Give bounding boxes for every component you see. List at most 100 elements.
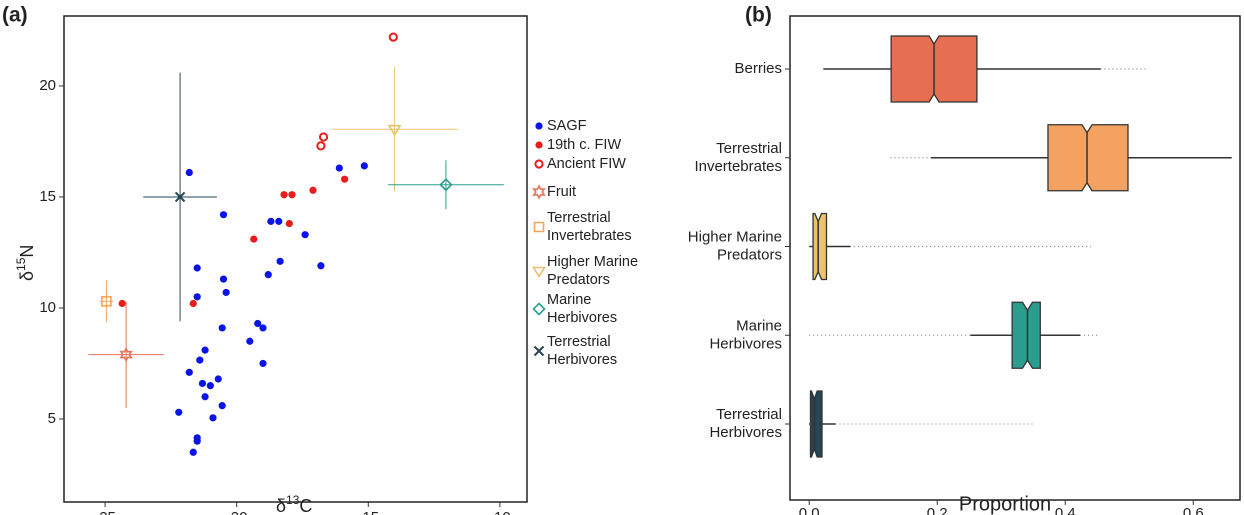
legend-marker [534,159,544,169]
point [259,359,267,368]
legend-label: Marine Herbivores [547,292,617,326]
legend-label-line: 19th c. FIW [547,137,621,153]
point [185,368,193,376]
point [218,324,226,332]
category-label-line: Higher Marine [688,228,782,245]
legend-label: Higher Marine Predators [547,254,638,288]
legend-label-line: Marine [547,292,591,308]
point [335,164,343,172]
legend-marker [533,345,545,357]
point [219,275,228,283]
legend-marker [532,266,546,279]
category-label: Terrestrial Herbivores [709,406,782,441]
legend-marker [535,122,543,130]
point [201,393,209,401]
x-axis-label-part: 13 [286,493,300,507]
point [174,191,186,203]
legend-label-line: Ancient FIW [547,156,626,172]
point [185,168,193,177]
box [1011,301,1041,369]
legend-label: SAGF [547,118,587,134]
point [267,217,275,225]
legend-label-line: Predators [547,272,610,288]
point [206,382,214,390]
point [193,293,201,301]
point [209,414,217,422]
category-label-line: Marine [736,317,782,334]
x-axis-label: δ13C [276,493,312,515]
point [118,299,126,308]
point [193,437,201,445]
y-tick-label: 5 [48,410,56,427]
point [288,191,296,199]
point [275,217,283,225]
point [276,257,284,265]
point [360,162,368,170]
legend-label: Terrestrial Herbivores [547,334,617,368]
category-label-line: Terrestrial [716,140,782,157]
y-tick-label: 10 [39,299,56,316]
point [101,295,112,307]
point [388,32,398,42]
point [198,379,207,388]
y-axis-label: δ15N [14,245,37,281]
legend-marker [532,302,546,316]
point [340,175,349,183]
point [119,346,133,363]
point [387,124,402,137]
category-label-line: Predators [717,246,782,263]
box [812,212,828,281]
point [175,408,183,416]
legend-marker [532,184,546,200]
panel-label: (b) [745,4,772,27]
legend-label: 19th c. FIW [547,137,621,153]
x-tick-label: -15 [357,509,379,515]
point [214,375,222,383]
category-label: Terrestrial Invertebrates [694,140,782,175]
point [246,337,254,345]
point [189,299,197,308]
legend-label-line: Herbivores [547,310,617,326]
category-label: Higher Marine Predators [688,228,782,263]
legend-marker [533,221,545,233]
y-tick-label: 20 [39,77,56,94]
x-tick-label: -20 [226,509,248,515]
point [218,402,226,410]
x-tick-label: 0.6 [1183,505,1204,515]
y-axis-label-part: N [17,245,37,258]
legend-label-line: Invertebrates [547,228,632,244]
point [264,271,272,279]
point [254,319,262,328]
legend-label: Fruit [547,184,576,200]
legend-label-line: SAGF [547,118,587,134]
legend-label-line: Terrestrial [547,210,611,226]
x-tick-label: -10 [489,509,511,515]
x-tick-label: -25 [94,509,116,515]
legend-label: Terrestrial Invertebrates [547,210,632,244]
y-tick-label: 15 [39,188,56,205]
point [309,186,317,194]
box [809,390,823,458]
legend-label: Ancient FIW [547,156,626,172]
point [316,141,326,151]
box [1047,124,1129,192]
x-tick-label: 0.4 [1055,505,1076,515]
point [439,178,453,192]
category-label-line: Berries [734,60,782,77]
legend-label-line: Herbivores [547,352,617,368]
legend-label-line: Terrestrial [547,334,611,350]
y-axis-label-part: δ [17,271,37,281]
x-axis-label-part: C [299,496,312,515]
point [219,211,228,219]
point [250,235,258,243]
x-axis-label: Proportion [959,493,1051,515]
point [196,356,204,364]
point [317,262,325,270]
plot-frame [789,15,1241,501]
category-label: Berries [734,60,782,77]
legend-label-line: Fruit [547,184,576,200]
legend-label-line: Higher Marine [547,254,638,270]
category-label-line: Herbivores [709,424,782,441]
point [285,219,293,228]
